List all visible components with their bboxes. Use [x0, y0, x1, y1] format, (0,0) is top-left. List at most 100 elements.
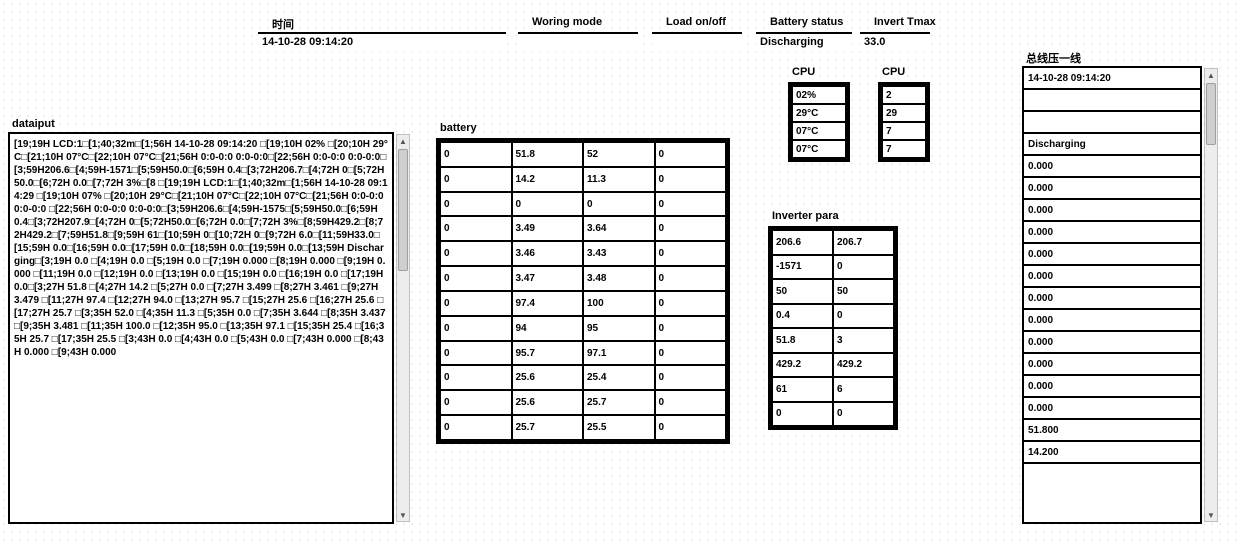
- inverter-cell: 61: [772, 377, 833, 402]
- battery-cell: 0: [655, 316, 727, 341]
- battery-cell: 25.6: [512, 365, 584, 390]
- rightpanel-row: 0.000: [1024, 178, 1200, 200]
- battery-cell: 95.7: [512, 341, 584, 366]
- battery-cell: 3.43: [583, 241, 655, 266]
- cpu1-stack: 02%29°C07°C07°C: [788, 82, 850, 162]
- inverter-cell: -1571: [772, 255, 833, 280]
- rightpanel-row: 0.000: [1024, 244, 1200, 266]
- battery-cell: 52: [583, 142, 655, 167]
- time-field[interactable]: 14-10-28 09:14:20: [258, 32, 506, 52]
- battery-cell: 0: [440, 192, 512, 217]
- rightpanel-scrollbar[interactable]: ▲ ▼: [1204, 68, 1218, 522]
- cpu2-cell: 2: [881, 85, 927, 105]
- rightpanel-row: [1024, 112, 1200, 134]
- battery-cell: 25.7: [583, 390, 655, 415]
- battery-cell: 3.49: [512, 216, 584, 241]
- inverter-cell: 0: [833, 255, 894, 280]
- battery-cell: 0: [440, 341, 512, 366]
- battery-cell: 0: [440, 365, 512, 390]
- battery-cell: 0: [440, 316, 512, 341]
- rightpanel-list[interactable]: 14-10-28 09:14:20Discharging0.0000.0000.…: [1022, 66, 1202, 524]
- battery-cell: 14.2: [512, 167, 584, 192]
- battery-cell: 25.5: [583, 415, 655, 440]
- rightpanel-label: 总线压一线: [1024, 50, 1083, 66]
- battery-cell: 0: [440, 415, 512, 440]
- cpu2-cell: 7: [881, 121, 927, 141]
- battery-cell: 95: [583, 316, 655, 341]
- inverter-cell: 6: [833, 377, 894, 402]
- battery-cell: 0: [655, 415, 727, 440]
- battery-cell: 3.47: [512, 266, 584, 291]
- battery-cell: 11.3: [583, 167, 655, 192]
- battery-cell: 0: [440, 291, 512, 316]
- battery-cell: 3.64: [583, 216, 655, 241]
- battery-cell: 0: [440, 167, 512, 192]
- battery-cell: 0: [583, 192, 655, 217]
- battery-cell: 0: [655, 291, 727, 316]
- load-field[interactable]: [652, 32, 742, 52]
- cpu1-label: CPU: [790, 66, 817, 78]
- cpu1-cell: 02%: [791, 85, 847, 105]
- battery-cell: 100: [583, 291, 655, 316]
- battery-cell: 3.48: [583, 266, 655, 291]
- rightpanel-row: 0.000: [1024, 398, 1200, 420]
- rightpanel-row: 0.000: [1024, 310, 1200, 332]
- battery-cell: 0: [655, 390, 727, 415]
- battery-status-field[interactable]: Discharging: [756, 32, 852, 52]
- battery-cell: 25.7: [512, 415, 584, 440]
- battery-cell: 0: [440, 142, 512, 167]
- mode-label: Woring mode: [530, 16, 604, 28]
- rightpanel-row: [1024, 90, 1200, 112]
- inverter-cell: 0: [833, 304, 894, 329]
- inverter-cell: 51.8: [772, 328, 833, 353]
- rightpanel-row: 51.800: [1024, 420, 1200, 442]
- load-label: Load on/off: [664, 16, 728, 28]
- inverter-label: Inverter para: [770, 210, 841, 222]
- battery-cell: 51.8: [512, 142, 584, 167]
- inverter-cell: 50: [833, 279, 894, 304]
- cpu2-label: CPU: [880, 66, 907, 78]
- datainput-box[interactable]: [19;19H LCD:1□[1;40;32m□[1;56H 14-10-28 …: [8, 132, 394, 524]
- cpu1-cell: 07°C: [791, 121, 847, 141]
- inverter-cell: 206.7: [833, 230, 894, 255]
- mode-field[interactable]: [518, 32, 638, 52]
- inverter-cell: 0: [833, 402, 894, 427]
- rightpanel-row: 0.000: [1024, 266, 1200, 288]
- rightpanel-row: 14.200: [1024, 442, 1200, 464]
- invert-tmax-label: Invert Tmax: [872, 16, 938, 28]
- cpu2-stack: 22977: [878, 82, 930, 162]
- battery-cell: 0: [440, 266, 512, 291]
- datainput-scrollbar[interactable]: ▲ ▼: [396, 134, 410, 522]
- inverter-cell: 3: [833, 328, 894, 353]
- battery-cell: 25.4: [583, 365, 655, 390]
- datainput-label: dataiput: [10, 118, 57, 130]
- cpu1-cell: 07°C: [791, 139, 847, 159]
- inverter-cell: 0.4: [772, 304, 833, 329]
- battery-cell: 97.1: [583, 341, 655, 366]
- inverter-cell: 0: [772, 402, 833, 427]
- battery-cell: 0: [440, 241, 512, 266]
- cpu1-cell: 29°C: [791, 103, 847, 123]
- battery-cell: 0: [655, 341, 727, 366]
- rightpanel-row: 0.000: [1024, 200, 1200, 222]
- invert-tmax-field[interactable]: 33.0: [860, 32, 930, 52]
- inverter-cell: 50: [772, 279, 833, 304]
- battery-label: battery: [438, 122, 479, 134]
- battery-cell: 94: [512, 316, 584, 341]
- battery-cell: 0: [655, 266, 727, 291]
- battery-status-label: Battery status: [768, 16, 845, 28]
- battery-cell: 25.6: [512, 390, 584, 415]
- rightpanel-row: 0.000: [1024, 222, 1200, 244]
- inverter-cell: 429.2: [833, 353, 894, 378]
- battery-grid: 051.8520014.211.30000003.493.64003.463.4…: [436, 138, 730, 444]
- rightpanel-row: 0.000: [1024, 376, 1200, 398]
- battery-cell: 97.4: [512, 291, 584, 316]
- rightpanel-row: 0.000: [1024, 156, 1200, 178]
- battery-cell: 0: [655, 241, 727, 266]
- rightpanel-row: Discharging: [1024, 134, 1200, 156]
- battery-cell: 0: [655, 142, 727, 167]
- rightpanel-row: 0.000: [1024, 354, 1200, 376]
- time-label: 时间: [270, 16, 296, 32]
- rightpanel-row: 0.000: [1024, 288, 1200, 310]
- inverter-cell: 429.2: [772, 353, 833, 378]
